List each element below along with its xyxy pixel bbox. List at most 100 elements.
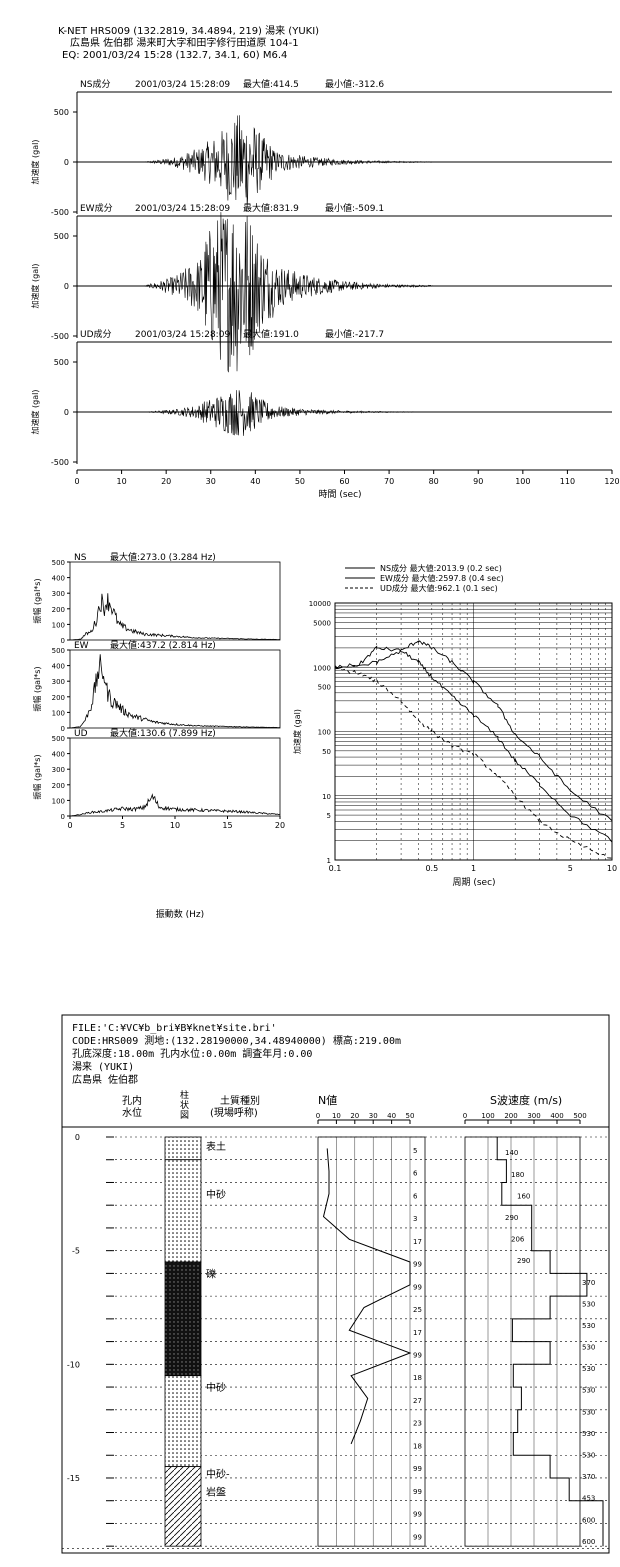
spectrum-ytick-label: 500 bbox=[52, 735, 65, 743]
wave-comp-label: UD成分 bbox=[80, 328, 112, 340]
response-legend-label: EW成分 最大値:2597.8 (0.4 sec) bbox=[380, 573, 504, 583]
wave-ytick-label: 500 bbox=[54, 232, 69, 241]
wave-max-label: 最大値:191.0 bbox=[243, 328, 299, 340]
soil-label: 中砂 bbox=[206, 1188, 226, 1201]
vs-value-label: 370 bbox=[582, 1473, 595, 1481]
soil-layer-2 bbox=[164, 1261, 202, 1377]
boring-col-column: 柱状図 bbox=[180, 1089, 189, 1121]
spectrum-ytick-label: 200 bbox=[52, 782, 65, 790]
spectrum-max-label: 最大値:273.0 (3.284 Hz) bbox=[110, 551, 216, 563]
response-trace-2 bbox=[334, 666, 613, 859]
vs-value-label: 453 bbox=[582, 1495, 595, 1503]
wave-xtick-label: 100 bbox=[515, 477, 530, 486]
soil-layer-3 bbox=[164, 1375, 202, 1468]
wave-ylabel: 加速度 (gal) bbox=[30, 140, 40, 185]
n-tick-label: 10 bbox=[332, 1112, 341, 1120]
wave-ylabel: 加速度 (gal) bbox=[30, 264, 40, 309]
n-value-label: 99 bbox=[413, 1511, 422, 1519]
n-value-label: 17 bbox=[413, 1329, 422, 1337]
response-xlabel: 周期 (sec) bbox=[452, 877, 495, 888]
n-value-label: 23 bbox=[413, 1420, 422, 1428]
vs-frame bbox=[464, 1136, 581, 1547]
waveform-panels: NS成分 2001/03/24 15:28:09 最大値:414.5 最小値:-312… bbox=[30, 78, 620, 486]
vs-value-label: 530 bbox=[582, 1387, 595, 1395]
vs-value-label: 530 bbox=[582, 1430, 595, 1438]
wave-ytick-label: -500 bbox=[51, 332, 69, 341]
n-value-label: 3 bbox=[413, 1215, 417, 1223]
n-value-label: 27 bbox=[413, 1397, 422, 1405]
vs-value-label: 600 bbox=[582, 1538, 595, 1546]
wave-header-line-2: 広島県 佐伯郡 湯来町大字和田字修行田道原 104-1 bbox=[70, 36, 299, 49]
wave-time-label: 2001/03/24 15:28:09 bbox=[135, 80, 230, 90]
response-ylabel: 加速度 (gal) bbox=[292, 709, 302, 754]
boring-file: FILE:'C:¥VC¥b_bri¥B¥knet¥site.bri' bbox=[72, 1023, 277, 1034]
spectrum-max-label: 最大値:130.6 (7.899 Hz) bbox=[110, 727, 216, 739]
wave-header: K-NET HRS009 (132.2819, 34.4894, 219) 湯来… bbox=[58, 24, 319, 61]
wave-min-label: 最小値:-509.1 bbox=[325, 202, 384, 214]
wave-trace-2 bbox=[143, 390, 434, 436]
vs-tick-label: 300 bbox=[527, 1112, 540, 1120]
boring-col-n: N値 bbox=[318, 1094, 337, 1107]
n-value-frame bbox=[317, 1136, 426, 1547]
vs-value-label: 140 bbox=[505, 1149, 518, 1157]
wave-ylabel: 加速度 (gal) bbox=[30, 390, 40, 435]
n-value-label: 99 bbox=[413, 1465, 422, 1473]
vs-value-label: 530 bbox=[582, 1452, 595, 1460]
boring-depth-label: -10 bbox=[67, 1360, 80, 1369]
soil-layer-0 bbox=[164, 1136, 202, 1161]
wave-time-label: 2001/03/24 15:28:09 bbox=[135, 330, 230, 340]
response-xtick-label: 5 bbox=[568, 864, 573, 873]
fourier-spectrum-panels: NS 最大値:273.0 (3.284 Hz)5004003002001000振幅… bbox=[32, 551, 285, 830]
response-ytick-label: 5 bbox=[327, 812, 331, 820]
response-xtick-label: 1 bbox=[471, 864, 476, 873]
wave-ytick-label: -500 bbox=[51, 208, 69, 217]
n-value-label: 99 bbox=[413, 1533, 422, 1541]
n-value-label: 99 bbox=[413, 1488, 422, 1496]
wave-xtick-label: 110 bbox=[560, 477, 575, 486]
response-ytick-label: 10000 bbox=[309, 600, 331, 608]
n-tick-label: 30 bbox=[369, 1112, 378, 1120]
vs-tick-label: 100 bbox=[481, 1112, 494, 1120]
soil-label: 礫 bbox=[206, 1267, 216, 1280]
n-value-label: 5 bbox=[413, 1147, 417, 1155]
boring-frame bbox=[61, 1014, 610, 1554]
response-ytick-label: 5000 bbox=[313, 619, 331, 627]
n-value-label: 18 bbox=[413, 1374, 422, 1382]
spectrum-ytick-label: 100 bbox=[52, 709, 65, 717]
vs-value-label: 206 bbox=[511, 1236, 525, 1244]
wave-max-label: 最大値:831.9 bbox=[243, 202, 299, 214]
wave-xtick-label: 10 bbox=[116, 477, 126, 486]
boring-depth-label: -15 bbox=[67, 1474, 80, 1483]
spectrum-panel-1: EW 最大値:437.2 (2.814 Hz) 500 400 300 200 100 0 振幅… bbox=[32, 639, 281, 733]
wave-ytick-label: -500 bbox=[51, 458, 69, 467]
wave-xtick-label: 50 bbox=[295, 477, 305, 486]
n-tick-label: 50 bbox=[406, 1112, 415, 1120]
soil-label: 中砂 bbox=[206, 1381, 226, 1394]
n-value-label: 25 bbox=[413, 1306, 422, 1314]
n-value-label: 18 bbox=[413, 1442, 422, 1450]
response-xtick-label: 0.5 bbox=[425, 864, 438, 873]
n-value-label: 17 bbox=[413, 1238, 422, 1246]
boring-col-water: 孔内水位 bbox=[122, 1094, 142, 1119]
soil-label: 表土 bbox=[206, 1140, 226, 1153]
wave-xtick-label: 90 bbox=[473, 477, 483, 486]
spectrum-ytick-label: 200 bbox=[52, 606, 65, 614]
boring-code: CODE:HRS009 測地:(132.28190000,34.48940000… bbox=[72, 1034, 401, 1047]
wave-xtick-label: 60 bbox=[339, 477, 349, 486]
vs-trace bbox=[496, 1137, 604, 1547]
response-spectrum-chart: NS成分 最大値:2013.9 (0.2 sec)EW成分 最大値:2597.8… bbox=[292, 563, 617, 873]
wave-ytick-label: 0 bbox=[64, 158, 69, 167]
spectrum-ytick-label: 200 bbox=[52, 694, 65, 702]
response-xtick-label: 10 bbox=[607, 864, 617, 873]
spectrum-ylabel: 振幅 (gal*s) bbox=[32, 754, 42, 799]
boring-log: FILE:'C:¥VC¥b_bri¥B¥knet¥site.bri' CODE:… bbox=[61, 1014, 610, 1554]
spectrum-xtick-label: 15 bbox=[222, 821, 232, 830]
response-xtick-label: 0.1 bbox=[329, 864, 342, 873]
soil-layer-4 bbox=[164, 1466, 202, 1547]
wave-header-line-1: K-NET HRS009 (132.2819, 34.4894, 219) 湯来… bbox=[58, 24, 319, 37]
vs-value-label: 180 bbox=[511, 1171, 524, 1179]
n-value-label: 99 bbox=[413, 1261, 422, 1269]
wave-xtick-label: 0 bbox=[74, 477, 79, 486]
wave-xtick-label: 70 bbox=[384, 477, 394, 486]
